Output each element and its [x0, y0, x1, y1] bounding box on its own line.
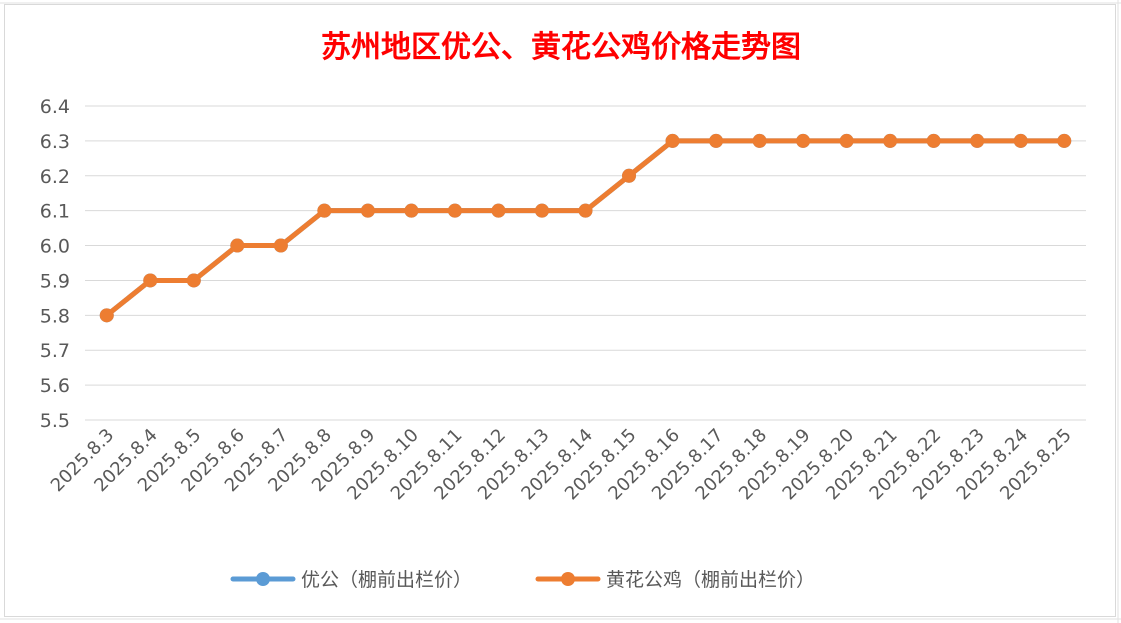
- data-point[interactable]: [970, 133, 985, 148]
- data-point[interactable]: [317, 203, 332, 218]
- series-2[interactable]: [99, 133, 1072, 323]
- data-point[interactable]: [186, 273, 201, 288]
- gridlines: [85, 105, 1086, 421]
- y-tick-label: 6.4: [40, 96, 70, 118]
- legend-marker-icon: [256, 572, 270, 586]
- y-tick-label: 6.0: [40, 236, 70, 258]
- data-point[interactable]: [883, 133, 898, 148]
- data-point[interactable]: [665, 133, 680, 148]
- data-point[interactable]: [447, 203, 462, 218]
- data-point[interactable]: [839, 133, 854, 148]
- y-tick-label: 6.3: [40, 131, 70, 153]
- legend[interactable]: 优公（棚前出栏价） 黄花公鸡（棚前出栏价）: [230, 569, 815, 591]
- legend-label: 优公（棚前出栏价）: [301, 569, 472, 591]
- data-point[interactable]: [622, 168, 637, 183]
- data-point[interactable]: [796, 133, 811, 148]
- series-1[interactable]: [99, 133, 1072, 323]
- series-line[interactable]: [104, 138, 1067, 318]
- y-tick-label: 5.9: [40, 270, 70, 292]
- y-tick-label: 5.6: [40, 375, 70, 397]
- legend-item[interactable]: 优公（棚前出栏价）: [230, 569, 472, 591]
- data-point[interactable]: [230, 238, 245, 253]
- data-point[interactable]: [1013, 133, 1028, 148]
- data-point[interactable]: [926, 133, 941, 148]
- data-point[interactable]: [273, 238, 288, 253]
- y-tick-label: 6.1: [40, 201, 70, 223]
- y-tick-label: 5.8: [40, 305, 70, 327]
- data-point[interactable]: [360, 203, 375, 218]
- data-point[interactable]: [578, 203, 593, 218]
- legend-item[interactable]: 黄花公鸡（棚前出栏价）: [535, 569, 815, 591]
- plot-area[interactable]: [99, 133, 1072, 323]
- data-point[interactable]: [1057, 133, 1072, 148]
- x-axis: 2025.8.32025.8.42025.8.52025.8.62025.8.7…: [47, 425, 1076, 505]
- data-point[interactable]: [99, 308, 114, 323]
- data-point[interactable]: [143, 273, 158, 288]
- data-point[interactable]: [404, 203, 419, 218]
- data-point[interactable]: [491, 203, 506, 218]
- legend-marker-icon: [561, 572, 575, 586]
- series-line[interactable]: [104, 138, 1067, 318]
- data-point[interactable]: [534, 203, 549, 218]
- y-tick-label: 6.2: [40, 166, 70, 188]
- data-point[interactable]: [752, 133, 767, 148]
- y-tick-label: 5.7: [40, 340, 70, 362]
- y-axis: 5.5 5.6 5.7 5.8 5.9 6.0 6.1 6.2 6.3 6.4: [40, 96, 70, 432]
- legend-label: 黄花公鸡（棚前出栏价）: [606, 569, 815, 591]
- data-point[interactable]: [709, 133, 724, 148]
- chart-title: 苏州地区优公、黄花公鸡价格走势图: [321, 30, 801, 65]
- y-tick-label: 5.5: [40, 410, 70, 432]
